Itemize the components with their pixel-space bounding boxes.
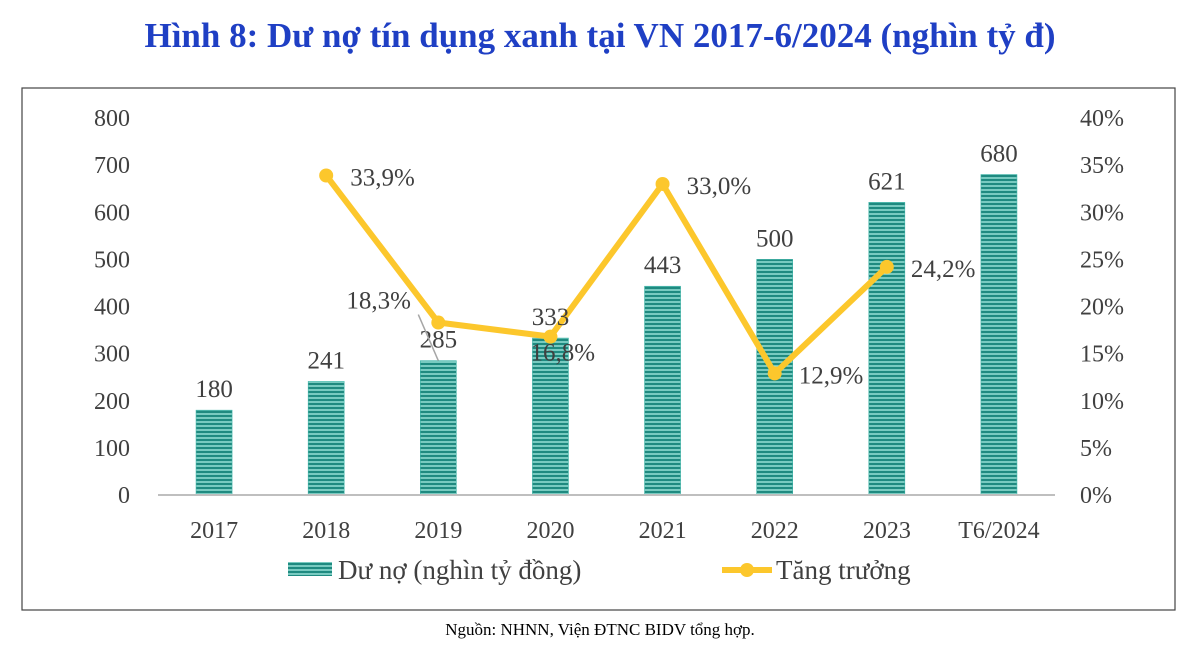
legend-bar-swatch — [288, 562, 332, 576]
leader-line — [417, 314, 440, 361]
bar-value-label: 680 — [980, 141, 1018, 168]
growth-value-label: 12,9% — [799, 362, 864, 389]
y-left-tick-label: 600 — [94, 200, 130, 226]
x-tick-label: 2022 — [751, 518, 799, 544]
bar — [420, 360, 457, 496]
y-right-tick-label: 10% — [1080, 389, 1124, 415]
bar-value-label: 621 — [868, 168, 906, 195]
y-left-tick-label: 100 — [94, 436, 130, 462]
y-left-tick-label: 200 — [94, 389, 130, 415]
chart-frame — [21, 87, 1176, 611]
x-tick-label: 2018 — [302, 518, 350, 544]
x-tick-label: 2021 — [639, 518, 687, 544]
growth-line — [323, 173, 889, 377]
legend-line-label: Tăng trưởng — [776, 555, 911, 585]
y-right-tick-label: 5% — [1080, 436, 1112, 462]
growth-value-label: 33,0% — [687, 173, 752, 200]
bar-value-label: 241 — [307, 347, 345, 374]
bar — [195, 409, 233, 496]
bar-value-label: 443 — [644, 252, 682, 279]
y-right-tick-label: 40% — [1080, 106, 1124, 132]
legend-bar-label: Dư nợ (nghìn tỷ đồng) — [338, 555, 581, 585]
chart-title: Hình 8: Dư nợ tín dụng xanh tại VN 2017-… — [144, 16, 1056, 55]
y-left-tick-label: 700 — [94, 153, 130, 179]
bar — [307, 381, 345, 496]
growth-marker — [543, 329, 558, 344]
growth-value-label: 18,3% — [346, 288, 411, 315]
bar — [644, 285, 681, 496]
y-right-tick-label: 0% — [1080, 483, 1112, 509]
x-tick-label: 2020 — [526, 518, 574, 544]
x-tick-label: T6/2024 — [958, 518, 1039, 544]
y-left-tick-label: 0 — [118, 483, 130, 509]
y-left-tick-label: 800 — [94, 106, 130, 132]
y-left-tick-label: 400 — [94, 295, 130, 321]
y-right-tick-label: 30% — [1080, 200, 1124, 226]
x-tick-label: 2019 — [414, 518, 462, 544]
y-right-tick-label: 25% — [1080, 247, 1124, 273]
growth-marker — [655, 176, 670, 191]
legend-line-marker — [740, 563, 754, 577]
bar — [980, 174, 1018, 496]
growth-marker — [431, 315, 446, 330]
bar — [868, 202, 906, 496]
y-right-tick-label: 35% — [1080, 153, 1124, 179]
source-note: Nguồn: NHNN, Viện ĐTNC BIDV tổng hợp. — [445, 620, 755, 639]
y-right-tick-label: 15% — [1080, 342, 1124, 368]
growth-value-label: 33,9% — [350, 164, 415, 191]
y-right-tick-label: 20% — [1080, 295, 1124, 321]
bar-value-label: 180 — [195, 376, 233, 403]
growth-value-label: 24,2% — [911, 256, 976, 283]
bar-value-label: 500 — [756, 225, 794, 252]
y-left-tick-label: 300 — [94, 342, 130, 368]
growth-marker — [319, 168, 334, 183]
growth-value-label: 16,8% — [530, 340, 595, 367]
growth-marker — [879, 259, 894, 274]
growth-marker — [767, 366, 782, 381]
x-tick-label: 2023 — [863, 518, 911, 544]
y-left-tick-label: 500 — [94, 247, 130, 273]
x-tick-label: 2017 — [190, 518, 238, 544]
bar-value-label: 333 — [532, 304, 570, 331]
bar — [532, 337, 569, 496]
